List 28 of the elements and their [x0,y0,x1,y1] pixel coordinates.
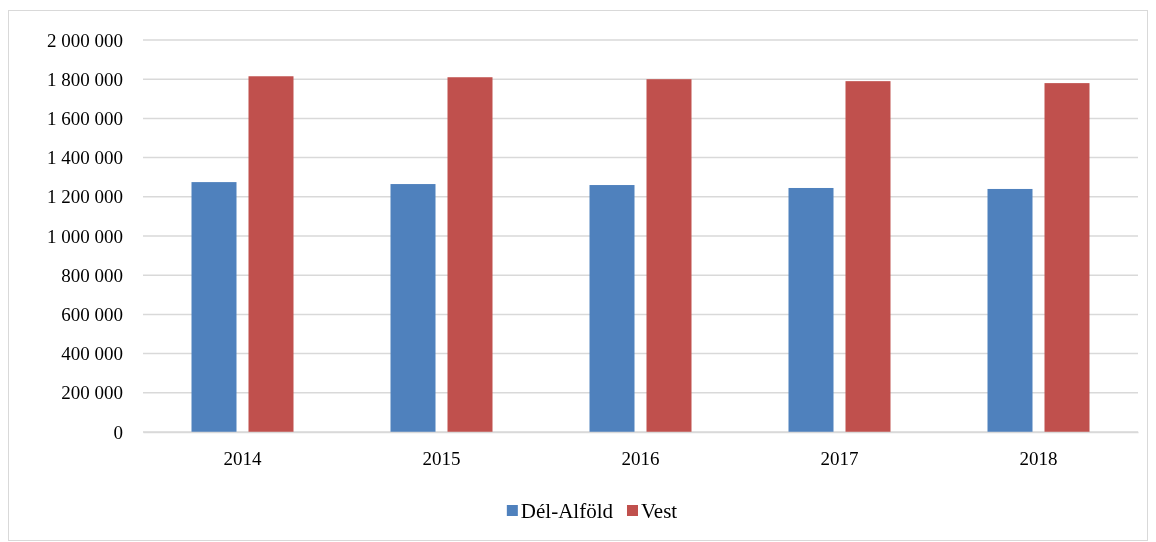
y-tick-label: 800 000 [61,264,123,286]
x-tick-label: 2017 [820,448,859,470]
bar [390,184,436,432]
y-tick-label: 0 [113,421,123,443]
x-tick-label: 2015 [422,448,461,470]
x-tick-label: 2014 [223,448,262,470]
y-tick-label: 600 000 [61,303,123,325]
y-tick-label: 200 000 [61,382,123,404]
bar [646,79,692,432]
bar [191,182,237,432]
y-tick-label: 1 600 000 [47,107,123,129]
y-tick-label: 2 000 000 [47,29,123,51]
bar [248,76,294,432]
legend-label: Vest [640,499,678,524]
bar [788,187,834,432]
y-tick-label: 1 400 000 [47,147,123,169]
y-tick-label: 1 800 000 [47,68,123,90]
legend-label: Dél-Alföld [520,499,614,524]
bar [1044,83,1090,432]
bar [987,188,1033,432]
y-tick-label: 1 200 000 [47,186,123,208]
x-tick-label: 2016 [621,448,660,470]
bar [447,77,493,432]
y-tick-label: 400 000 [61,343,123,365]
bar [845,81,891,432]
y-tick-label: 1 000 000 [47,225,123,247]
bar [589,185,635,432]
x-tick-label: 2018 [1019,448,1058,470]
